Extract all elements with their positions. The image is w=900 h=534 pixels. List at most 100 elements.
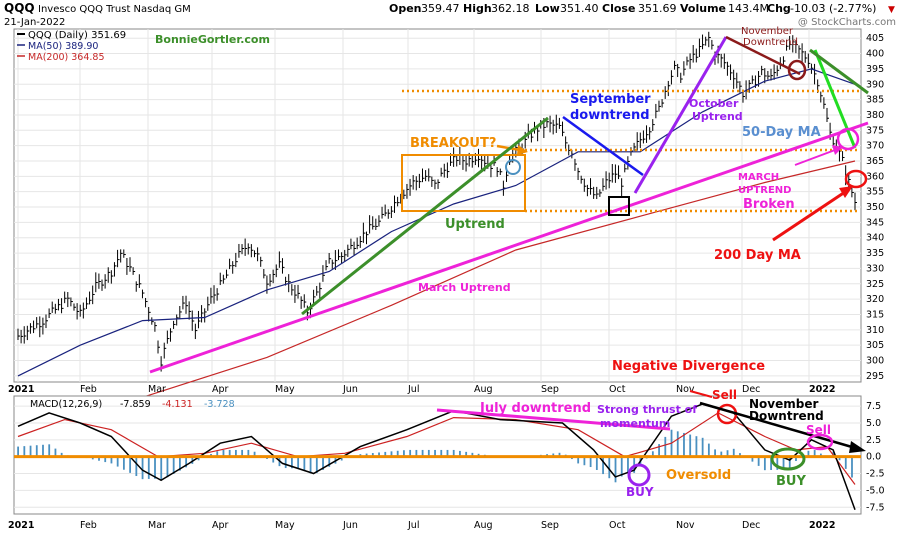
september-downtrend-line	[562, 115, 644, 177]
thrust-label-2: momentum	[600, 417, 670, 430]
price-grid	[14, 29, 861, 514]
chg-down-icon: ▼	[888, 5, 895, 15]
price-legend: QQQ (Daily) 351.69 MA(50) 389.90 MA(200)…	[17, 30, 126, 63]
price-tick-label: 300	[866, 356, 884, 367]
macd-hist-bar	[440, 449, 443, 457]
november-macd-arrowhead	[849, 441, 866, 453]
macd-hist-bar	[403, 450, 405, 457]
ma200-arrow	[772, 190, 846, 242]
ma200-line	[17, 160, 856, 423]
month-label: Oct	[609, 384, 626, 395]
macd-legend: MACD(12,26,9) -7.859 -4.131 -3.728	[30, 399, 235, 410]
month-label: Dec	[742, 384, 760, 395]
november-macd-downtrend-line	[699, 401, 853, 449]
macd-hist-bar	[365, 453, 368, 457]
macd-hist-bar	[35, 445, 38, 457]
macd-hist-bar	[378, 452, 380, 457]
month-label: Mar	[148, 520, 166, 531]
macd-hist-bar	[851, 456, 853, 478]
macd-hist-bar	[795, 456, 797, 462]
low-label: Low	[535, 2, 560, 15]
price-tick-label: 335	[866, 248, 884, 259]
breakout-circle	[505, 159, 521, 175]
macd-tick-label: 7.5	[866, 401, 881, 412]
price-tick-label: 310	[866, 325, 884, 336]
price-tick-label: 345	[866, 217, 884, 228]
macd-hist-bar	[178, 456, 181, 471]
macd-hist-bar	[770, 456, 772, 471]
macd-hist-bar	[434, 449, 436, 457]
macd-hist-bar	[726, 450, 729, 457]
price-tick-label: 370	[866, 141, 884, 152]
macd-x-axis: 2021 Feb Mar Apr May Jun Jul Aug Sep Oct Nov Dec 202…	[8, 520, 835, 531]
macd-hist-bar	[782, 456, 785, 470]
january-downtrend-line-2	[809, 48, 869, 95]
july-downtrend-line	[436, 408, 671, 431]
macd-hist-bar	[819, 453, 822, 457]
price-tick-label: 385	[866, 95, 884, 106]
macd-hist-bar	[701, 437, 704, 457]
macd-hist-bar	[788, 456, 791, 470]
march-uptrend-line	[149, 121, 869, 374]
ma200-circle	[844, 169, 868, 189]
macd-legend-value: -7.859	[120, 399, 151, 410]
oversold-label: Oversold	[666, 468, 731, 483]
march-uptrend-broken-2: UPTREND	[738, 185, 791, 196]
close-value: 351.69	[638, 2, 677, 15]
price-x-axis: 2021 Feb Mar Apr May Jun Jul Aug Sep Oct Nov Dec 202…	[8, 384, 835, 395]
macd-hist-bar	[552, 453, 555, 457]
month-label: Aug	[474, 384, 493, 395]
sell-circle-2	[806, 433, 834, 451]
ma50-label: 50-Day MA	[742, 125, 821, 140]
macd-hist-bar	[465, 451, 468, 457]
macd-hist-bar	[595, 456, 598, 470]
november-label-2: Downtrend	[743, 37, 798, 48]
macd-tick-label: 0.0	[866, 452, 881, 463]
macd-tick-label: 2.5	[866, 435, 881, 446]
month-label: Apr	[212, 520, 229, 531]
macd-tick-label: 5.0	[866, 418, 881, 429]
ma50-line	[17, 68, 856, 377]
price-tick-label: 405	[866, 33, 884, 44]
broken-arrow	[794, 149, 836, 166]
macd-tick-label: -5.0	[866, 485, 885, 496]
uptrend-line	[301, 116, 549, 316]
macd-hist-bar	[627, 456, 629, 474]
price-tick-label: 400	[866, 49, 884, 60]
macd-hist-bar	[228, 449, 231, 457]
macd-hist-bar	[676, 431, 679, 457]
macd-tick-label: -2.5	[866, 469, 885, 480]
volume-value: 143.4M	[728, 2, 769, 15]
price-tick-label: 305	[866, 340, 884, 351]
price-tick-label: 360	[866, 171, 884, 182]
macd-hist-bar	[589, 456, 592, 468]
month-label: Jul	[407, 520, 419, 531]
macd-hist-bar	[415, 449, 418, 457]
july-downtrend-label: July downtrend	[479, 401, 591, 416]
watermark: @ StockCharts.com	[798, 17, 896, 28]
chg-value: -10.03 (-2.77%)	[790, 2, 876, 15]
price-tick-label: 365	[866, 156, 884, 167]
macd-hist-bar	[577, 456, 580, 464]
macd-hist-bar	[838, 456, 841, 461]
macd-hist-bar	[197, 456, 200, 461]
month-label: Oct	[609, 520, 626, 531]
macd-hist-bar	[247, 449, 250, 457]
month-label: Nov	[676, 520, 695, 531]
price-tick-label: 355	[866, 187, 884, 198]
month-label: May	[275, 384, 295, 395]
macd-hist-bar	[110, 456, 113, 464]
macd-hist-bar	[272, 456, 275, 463]
macd-hist-bar	[98, 456, 100, 461]
september-label-1: September	[570, 92, 651, 107]
high-label: High	[463, 2, 492, 15]
november-macd-label-1: November	[749, 397, 818, 411]
macd-annotations: July downtrend Strong thrust of momentum…	[436, 388, 866, 499]
sell-label-2: Sell	[806, 423, 831, 437]
macd-hist-bar	[154, 456, 156, 479]
chart-date: 21-Jan-2022	[4, 17, 65, 28]
month-label: Apr	[212, 384, 229, 395]
macd-hist-bar	[720, 451, 723, 457]
macd-hist-bar	[658, 444, 660, 457]
macd-hist-bar	[446, 449, 449, 457]
